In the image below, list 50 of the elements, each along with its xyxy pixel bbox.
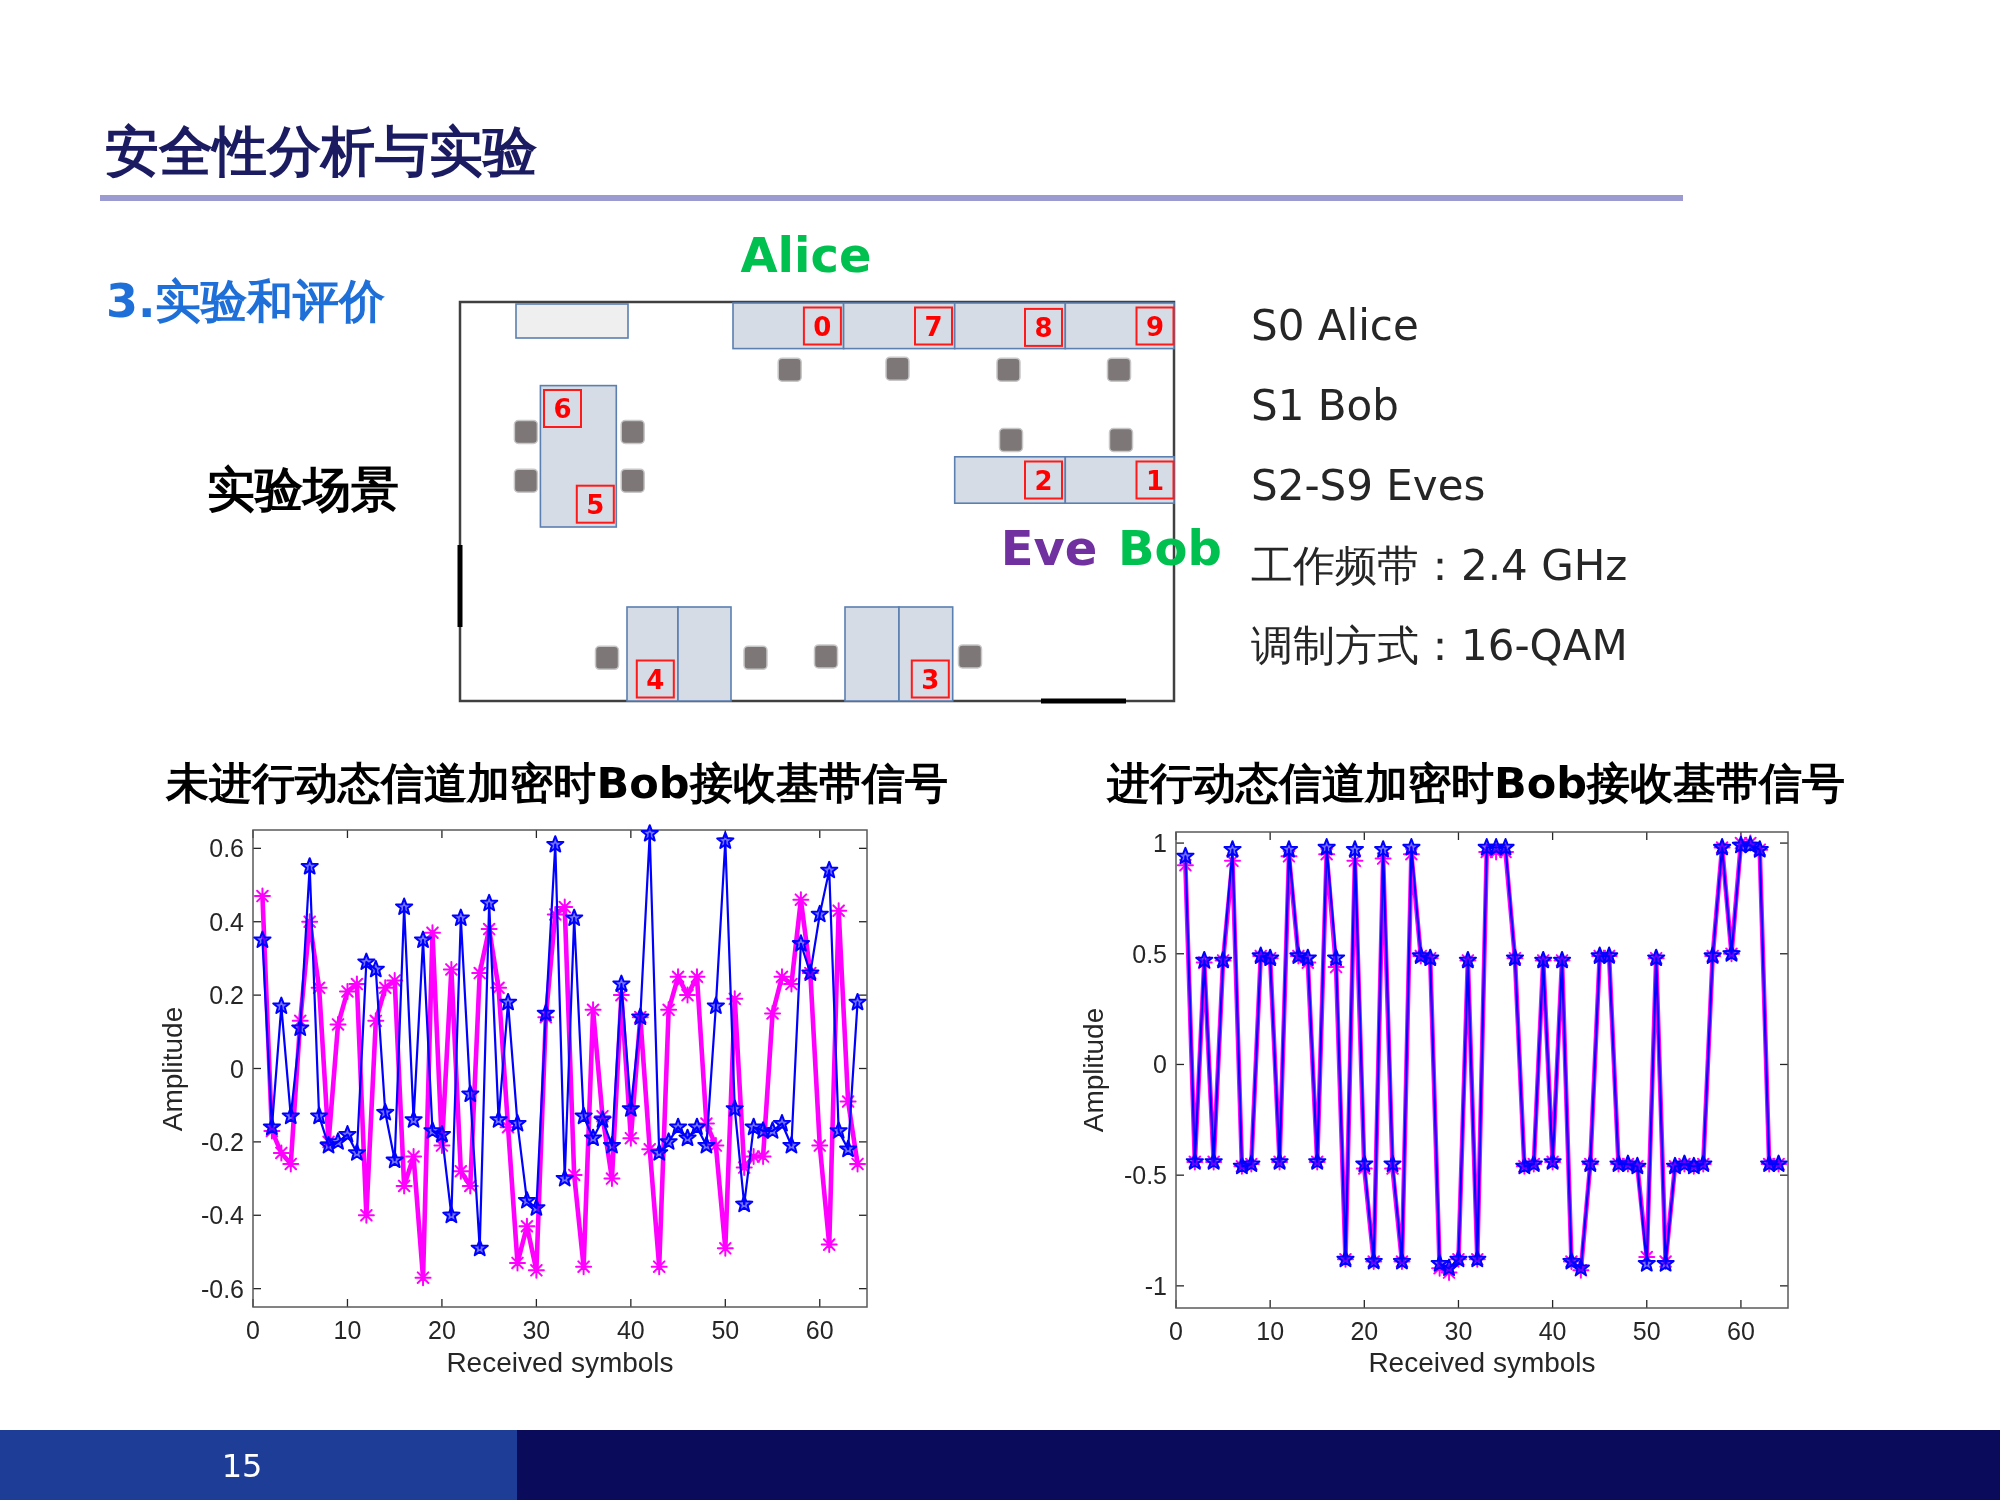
y-tick-label: 0 <box>1153 1050 1167 1079</box>
y-axis-title: Amplitude <box>157 1006 188 1132</box>
y-axis-title: Amplitude <box>1078 1007 1109 1133</box>
text: Alice <box>740 227 872 283</box>
x-tick-label: 10 <box>333 1316 362 1344</box>
text: 安全性分析与实验 <box>105 120 538 183</box>
x-tick-label: 50 <box>711 1316 740 1344</box>
y-tick-label: -1 <box>1144 1271 1167 1300</box>
text: Eve <box>1000 520 1098 576</box>
text: 调制方式：16-QAM <box>1251 621 1628 670</box>
x-axis-title: Received symbols <box>446 1347 674 1378</box>
x-tick-label: 30 <box>1444 1317 1473 1345</box>
x-tick-label: 40 <box>1538 1317 1567 1345</box>
text: S0 Alice <box>1251 301 1419 350</box>
text: 5 <box>586 489 605 520</box>
x-tick-label: 60 <box>805 1316 834 1344</box>
x-axis-title: Received symbols <box>1368 1347 1596 1378</box>
y-tick-label: 1 <box>1153 829 1167 858</box>
text: 15 <box>221 1447 263 1485</box>
y-tick-label: 0.2 <box>209 981 244 1010</box>
x-tick-label: 20 <box>428 1316 456 1344</box>
text: 0 <box>813 311 832 342</box>
chart-title: 进行动态信道加密时Bob接收基带信号 <box>1105 758 1846 808</box>
x-tick-label: 60 <box>1727 1317 1755 1345</box>
text: 6 <box>553 394 572 424</box>
text: S1 Bob <box>1251 381 1399 430</box>
y-tick-label: 0.4 <box>209 907 245 936</box>
y-tick-label: 0 <box>230 1054 244 1083</box>
x-tick-label: 30 <box>522 1316 551 1344</box>
y-tick-label: -0.5 <box>1123 1161 1167 1190</box>
text: 3 <box>921 664 940 695</box>
text: 7 <box>924 311 943 342</box>
text: S2-S9 Eves <box>1251 461 1486 510</box>
text: 9 <box>1145 311 1165 342</box>
text: 工作频带：2.4 GHz <box>1251 541 1628 590</box>
x-tick-label: 50 <box>1632 1317 1661 1345</box>
x-tick-label: 40 <box>616 1316 645 1344</box>
text: 3.实验和评价 <box>106 274 386 328</box>
y-tick-label: -0.4 <box>200 1201 245 1230</box>
y-tick-label: 0.6 <box>209 834 244 863</box>
x-tick-label: 20 <box>1350 1317 1379 1345</box>
text: 2 <box>1034 465 1053 496</box>
y-tick-label: 0.5 <box>1132 939 1167 968</box>
text: 8 <box>1034 312 1053 343</box>
text: 实验场景 <box>207 461 399 517</box>
chart-title: 未进行动态信道加密时Bob接收基带信号 <box>165 758 948 808</box>
y-tick-label: -0.2 <box>200 1127 244 1156</box>
x-tick-label: 10 <box>1256 1317 1285 1345</box>
y-tick-label: -0.6 <box>200 1274 244 1303</box>
text: 4 <box>646 664 665 695</box>
